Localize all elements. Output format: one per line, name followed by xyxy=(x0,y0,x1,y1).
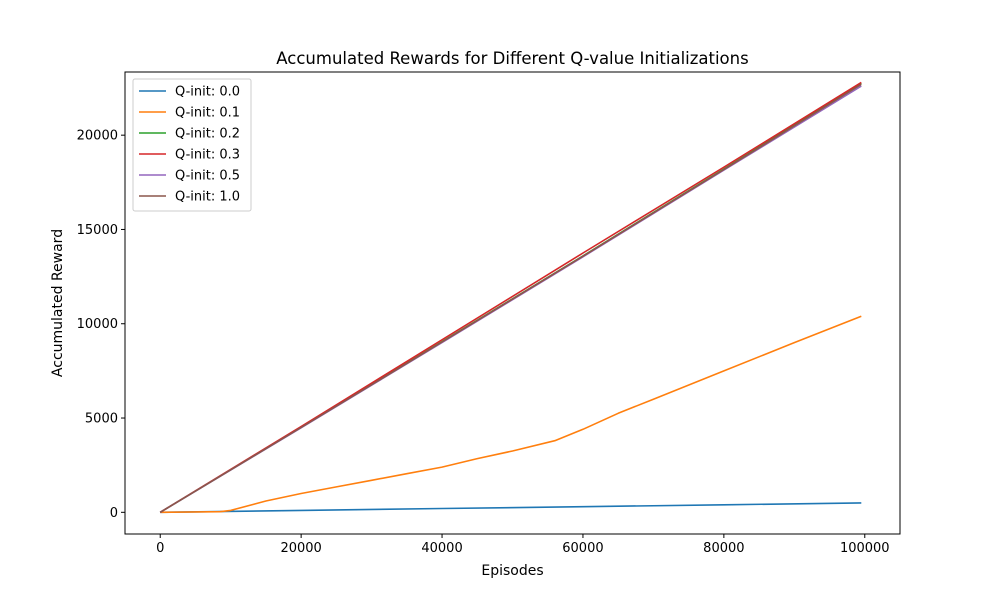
series-line-1 xyxy=(160,315,862,514)
series-layer xyxy=(159,81,862,514)
y-tick-label: 15000 xyxy=(77,223,118,238)
x-axis-label: Episodes xyxy=(481,563,543,579)
plot-frame xyxy=(124,71,901,535)
x-tick-label: 100000 xyxy=(840,541,890,556)
y-tick-label: 0 xyxy=(110,506,118,521)
y-axis-label: Accumulated Reward xyxy=(50,229,66,377)
y-tick-label: 10000 xyxy=(77,317,118,332)
legend: Q-init: 0.0 Q-init: 0.1 Q-init: 0.2 Q-init:… xyxy=(132,78,252,212)
series-line-5 xyxy=(159,83,862,513)
y-tick-label: 5000 xyxy=(85,412,118,427)
legend-label: Q-init: 0.3 xyxy=(175,148,240,163)
plot-area xyxy=(125,72,900,534)
legend-label: Q-init: 1.0 xyxy=(175,190,240,205)
chart-title: Accumulated Rewards for Different Q-valu… xyxy=(276,49,748,68)
x-ticks: 0 20000 40000 60000 80000 100000 xyxy=(156,534,890,556)
x-tick-label: 40000 xyxy=(421,541,462,556)
legend-label: Q-init: 0.2 xyxy=(175,127,240,142)
y-tick-label: 20000 xyxy=(77,129,118,144)
y-ticks: 0 5000 10000 15000 20000 xyxy=(77,129,125,521)
series-line-0 xyxy=(160,502,862,514)
x-tick-label: 60000 xyxy=(562,541,603,556)
legend-label: Q-init: 0.5 xyxy=(175,169,240,184)
x-tick-label: 20000 xyxy=(280,541,321,556)
x-tick-label: 80000 xyxy=(703,541,744,556)
legend-label: Q-init: 0.1 xyxy=(175,106,240,121)
legend-label: Q-init: 0.0 xyxy=(175,85,240,100)
x-tick-label: 0 xyxy=(156,541,164,556)
